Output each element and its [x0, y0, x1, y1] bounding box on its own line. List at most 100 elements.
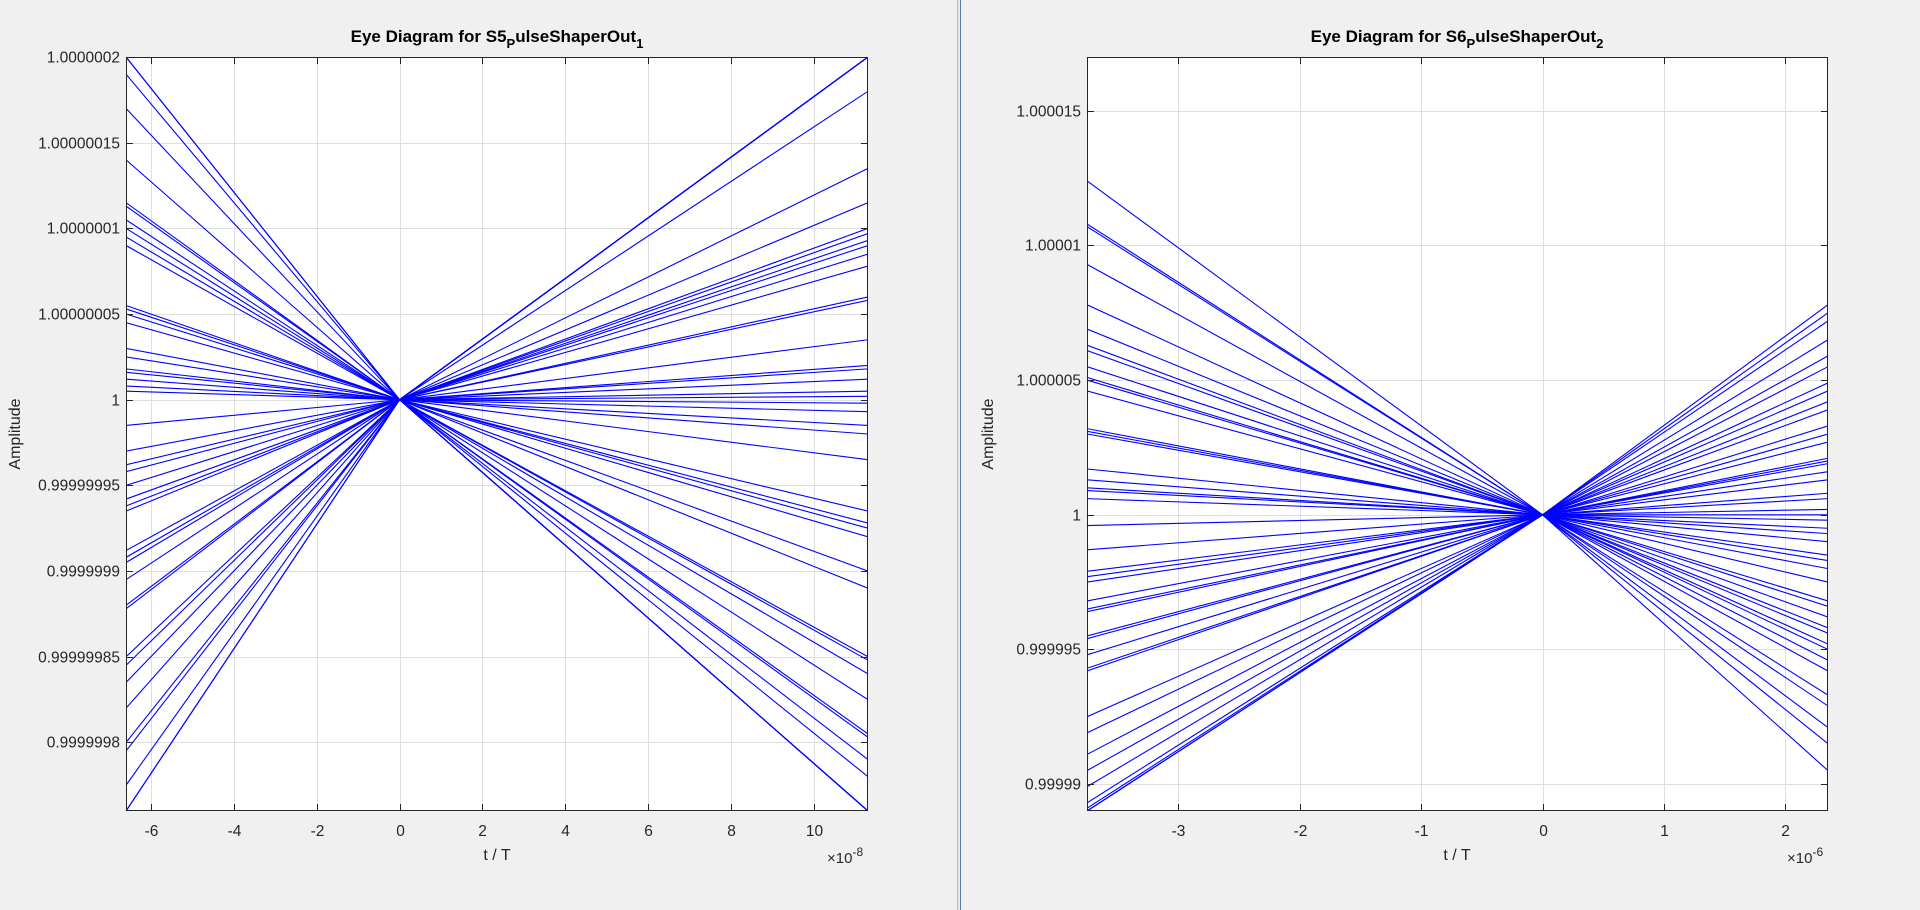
trace-left-segment	[1087, 514, 1543, 602]
trace-right-segment	[1542, 320, 1828, 516]
trace-right-segment	[399, 299, 868, 401]
trace-left-segment	[126, 57, 401, 401]
trace-left-segment	[126, 108, 400, 401]
trace-right-segment	[1542, 514, 1828, 521]
trace-right-segment	[399, 167, 868, 401]
chart-title-rest: ulseShaperOut	[515, 27, 636, 46]
trace-right-segment	[399, 364, 868, 401]
trace-right-segment	[399, 399, 868, 461]
trace-right-segment	[1542, 514, 1828, 535]
x-tick-label: -2	[1294, 823, 1308, 840]
trace-right-segment	[1542, 390, 1828, 516]
x-axis-exponent: ×10-8	[827, 845, 863, 867]
trace-left-segment	[126, 73, 401, 401]
x-tick-label: 2	[478, 823, 487, 840]
trace-left-segment	[126, 356, 400, 401]
trace-right-segment	[399, 227, 868, 401]
x-tick-label: 0	[396, 823, 405, 840]
x-tick-label: -3	[1172, 823, 1186, 840]
trace-right-segment	[399, 395, 868, 401]
x-tick-label: 0	[1539, 823, 1548, 840]
trace-right-segment	[399, 339, 868, 401]
trace-left-segment	[1087, 226, 1543, 516]
trace-left-segment	[126, 399, 400, 610]
trace-right-segment	[1542, 514, 1828, 772]
trace-left-segment	[126, 245, 400, 401]
y-tick-label: 0.999995	[1016, 642, 1081, 659]
trace-left-segment	[1087, 379, 1543, 516]
trace-right-segment	[1542, 312, 1828, 516]
trace-left-segment	[126, 385, 400, 401]
trace-right-segment	[1542, 441, 1828, 516]
x-axis-exponent-power: -6	[1812, 845, 1823, 859]
trace-right-segment	[399, 399, 868, 778]
trace-left-segment	[1087, 514, 1543, 613]
trace-left-segment	[126, 347, 400, 401]
chart-title: Eye Diagram for S6PulseShaperOut2	[1311, 27, 1604, 51]
trace-left-segment	[1087, 390, 1543, 516]
trace-left-segment	[126, 399, 401, 752]
trace-left-segment	[1087, 180, 1543, 516]
trace-right-segment	[1542, 514, 1828, 728]
trace-left-segment	[126, 399, 400, 581]
trace-left-segment	[1087, 514, 1543, 755]
trace-left-segment	[1087, 304, 1543, 516]
eye-diagram-chart-1[interactable]: -6 -4 -2 0 2 4 6 8 10 0.9999998 0.99999985 0.999999…	[0, 0, 957, 910]
trace-left-segment	[126, 399, 401, 786]
plot-area	[126, 57, 868, 811]
eye-diagram-chart-2[interactable]: -3 -2 -1 0 1 2 0.99999 0.999995 1 1.000005 1.00001…	[961, 0, 1920, 910]
trace-left-segment	[1087, 514, 1543, 656]
trace-right-segment	[1542, 492, 1828, 516]
trace-left-segment	[126, 399, 400, 473]
trace-right-segment	[399, 368, 868, 401]
x-tick-label: -6	[145, 823, 159, 840]
trace-left-segment	[1087, 514, 1543, 804]
y-tick-label: 0.99999	[1025, 777, 1081, 794]
trace-left-segment	[126, 227, 400, 401]
trace-left-segment	[1087, 344, 1543, 516]
trace-left-segment	[1087, 263, 1543, 516]
trace-right-segment	[399, 399, 868, 435]
trace-left-segment	[126, 399, 400, 558]
trace-right-segment	[1542, 498, 1828, 516]
x-tick-label: 1	[1660, 823, 1669, 840]
trace-right-segment	[1542, 514, 1828, 602]
trace-right-segment	[1542, 463, 1828, 516]
figure-panel-left: -6 -4 -2 0 2 4 6 8 10 0.9999998 0.99999985 0.999999…	[0, 0, 957, 910]
trace-right-segment	[1542, 508, 1828, 516]
x-tick-label: 2	[1781, 823, 1790, 840]
trace-left-segment	[126, 399, 400, 500]
trace-right-segment	[1542, 514, 1828, 618]
y-tick-label: 1.0000001	[47, 221, 120, 238]
trace-left-segment	[126, 308, 400, 401]
trace-left-segment	[1087, 479, 1543, 516]
trace-right-segment	[399, 296, 868, 401]
trace-right-segment	[399, 399, 868, 512]
trace-right-segment	[399, 399, 868, 661]
trace-right-segment	[399, 265, 868, 401]
y-tick-label: 1	[1072, 508, 1081, 525]
trace-left-segment	[126, 399, 401, 811]
trace-left-segment	[126, 399, 400, 683]
x-axis-exponent-base: ×10	[1787, 850, 1812, 867]
trace-left-segment	[126, 399, 400, 486]
chart-title-subscript: P	[507, 36, 516, 51]
axes-box	[1087, 57, 1828, 811]
trace-right-segment	[1542, 514, 1828, 629]
eye-traces	[126, 57, 868, 811]
trace-right-segment	[1542, 409, 1828, 516]
trace-left-segment	[126, 399, 401, 743]
y-axis-label: Amplitude	[980, 398, 997, 469]
y-axis-label: Amplitude	[7, 398, 24, 469]
trace-right-segment	[399, 399, 868, 426]
trace-right-segment	[399, 232, 868, 401]
trace-right-segment	[399, 399, 868, 404]
trace-left-segment	[1087, 328, 1543, 516]
x-axis-label: t / T	[1443, 847, 1470, 864]
y-tick-label: 1.000015	[1016, 104, 1081, 121]
trace-right-segment	[399, 399, 868, 589]
tick-marks	[126, 57, 868, 811]
trace-right-segment	[399, 399, 868, 538]
trace-left-segment	[126, 159, 400, 401]
panel-splitter[interactable]	[957, 0, 961, 910]
